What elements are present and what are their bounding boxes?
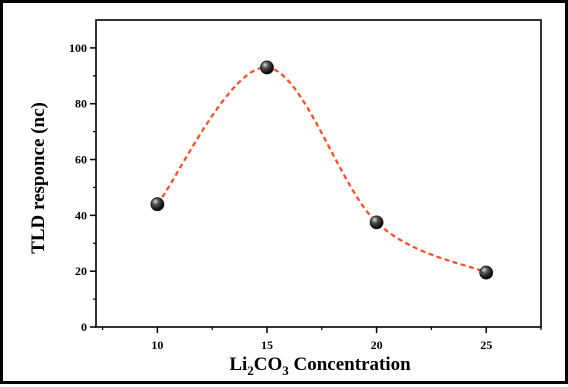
x-tick-label: 15 <box>261 338 273 352</box>
y-axis-ticks: 0 20 40 60 80 100 <box>69 41 96 334</box>
y-tick-label: 0 <box>81 320 87 334</box>
x-axis-title-co: CO <box>254 354 283 375</box>
data-points <box>150 60 494 280</box>
x-axis-title-sub-2: 2 <box>247 363 254 378</box>
x-tick-label: 25 <box>480 338 492 352</box>
plot-area <box>95 19 542 328</box>
y-axis-title: TLD responce (nc) <box>28 102 49 254</box>
y-tick-label: 80 <box>75 97 87 111</box>
data-point <box>479 265 494 280</box>
y-tick-label: 40 <box>75 208 87 222</box>
y-tick-label: 100 <box>69 41 87 55</box>
data-point <box>369 215 384 230</box>
x-axis-title: Li2CO3 Concentration <box>229 354 411 378</box>
trend-line <box>156 66 487 274</box>
x-axis-title-li: Li <box>229 354 247 375</box>
y-tick-label: 20 <box>75 264 87 278</box>
x-tick-label: 10 <box>151 338 163 352</box>
y-tick-label: 60 <box>75 153 87 167</box>
data-point <box>150 197 165 212</box>
x-axis-ticks: 10 15 20 25 <box>101 327 542 352</box>
x-axis-title-rest: Concentration <box>289 354 411 375</box>
x-axis-title-sub-3: 3 <box>282 363 289 378</box>
data-point <box>260 60 274 75</box>
x-tick-label: 20 <box>371 338 383 352</box>
